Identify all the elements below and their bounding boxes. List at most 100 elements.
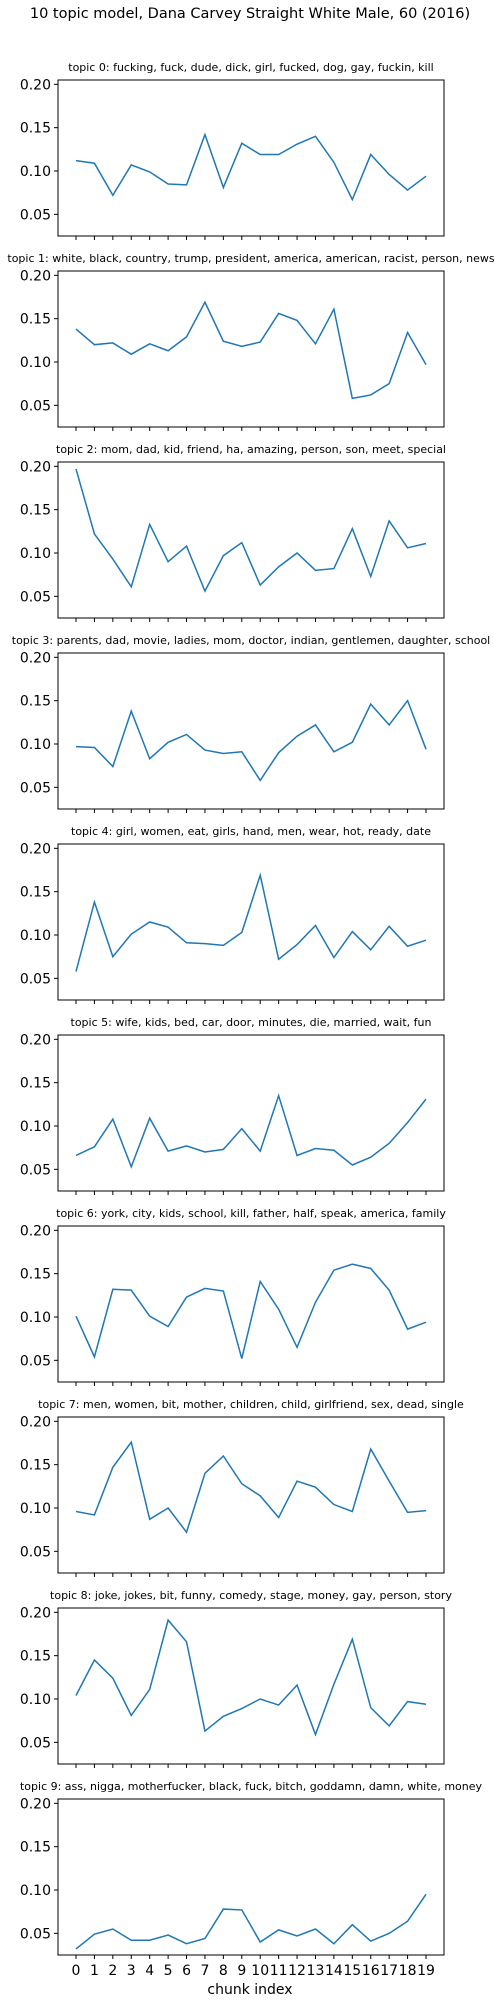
y-tick-label: 0.20 [20,77,51,93]
x-tick-label: 12 [288,1963,306,1979]
axes-frame [57,79,445,237]
panel-title: topic 7: men, women, bit, mother, childr… [38,1398,464,1411]
series-line [75,699,427,782]
x-tick-label: 18 [399,1963,417,1979]
axes-frame [57,1416,445,1574]
x-tick-label: 10 [251,1963,269,1979]
y-tick-label: 0.10 [20,737,51,753]
panel-title: topic 8: joke, jokes, bit, funny, comedy… [50,1589,452,1602]
x-tick-label: 3 [127,1963,136,1979]
y-tick-label: 0.20 [20,1796,51,1812]
y-tick-label: 0.20 [20,1414,51,1430]
y-tick-label: 0.15 [20,503,51,519]
y-tick-label: 0.05 [20,780,51,796]
topic-panel: topic 6: york, city, kids, school, kill,… [20,1207,446,1386]
y-tick-label: 0.20 [20,1605,51,1621]
y-tick-label: 0.10 [20,546,51,562]
x-tick-label: 5 [164,1963,173,1979]
x-tick-label: 9 [237,1963,246,1979]
x-tick-label: 19 [417,1963,435,1979]
y-tick-label: 0.20 [20,268,51,284]
axes-frame [57,1225,445,1383]
y-tick-label: 0.20 [20,650,51,666]
topic-panel: topic 8: joke, jokes, bit, funny, comedy… [20,1589,452,1768]
topic-panel: topic 4: girl, women, eat, girls, hand, … [20,825,445,1004]
series-line [75,132,427,202]
y-tick-label: 0.15 [20,312,51,328]
topic-panel: topic 0: fucking, fuck, dude, dick, girl… [20,61,445,240]
panel-title: topic 6: york, city, kids, school, kill,… [56,1207,446,1220]
series-line [75,1093,427,1169]
topic-panel: topic 5: wife, kids, bed, car, door, min… [20,1016,445,1195]
y-tick-label: 0.05 [20,1735,51,1751]
y-tick-label: 0.05 [20,1926,51,1942]
topic-panel: topic 9: ass, nigga, motherfucker, black… [20,1780,483,1959]
chart-title: 10 topic model, Dana Carvey Straight Whi… [30,6,470,22]
x-tick-label: 7 [200,1963,209,1979]
y-tick-label: 0.15 [20,885,51,901]
x-tick-label: 11 [270,1963,288,1979]
y-tick-label: 0.05 [20,971,51,987]
series-line [75,468,427,593]
y-tick-label: 0.10 [20,1692,51,1708]
axes-frame [57,461,445,619]
x-axis-label: chunk index [207,1982,292,1998]
y-tick-label: 0.20 [20,459,51,475]
axes-frame [57,1607,445,1765]
y-tick-label: 0.05 [20,589,51,605]
x-tick-label: 4 [145,1963,154,1979]
y-tick-label: 0.10 [20,355,51,371]
x-tick-label: 17 [380,1963,398,1979]
x-tick-label: 6 [182,1963,191,1979]
series-line [75,1263,427,1360]
y-tick-label: 0.15 [20,1076,51,1092]
topic-panel: topic 2: mom, dad, kid, friend, ha, amaz… [20,443,446,622]
axes-frame [57,1798,445,1956]
topic-panel: topic 1: white, black, country, trump, p… [7,252,495,431]
series-line [75,872,427,972]
y-tick-label: 0.15 [20,121,51,137]
topic-panel: topic 3: parents, dad, movie, ladies, mo… [12,634,490,813]
y-tick-label: 0.10 [20,1119,51,1135]
x-tick-label: 15 [343,1963,361,1979]
y-tick-label: 0.15 [20,694,51,710]
series-line [75,1440,427,1534]
panels-group: topic 0: fucking, fuck, dude, dick, girl… [7,61,494,1979]
y-tick-label: 0.15 [20,1267,51,1283]
y-tick-label: 0.10 [20,164,51,180]
y-tick-label: 0.20 [20,1032,51,1048]
y-tick-label: 0.15 [20,1649,51,1665]
series-line [75,300,427,400]
panel-title: topic 9: ass, nigga, motherfucker, black… [20,1780,483,1793]
axes-frame [57,652,445,810]
axes-frame [57,1034,445,1192]
y-tick-label: 0.10 [20,928,51,944]
x-tick-label: 16 [362,1963,380,1979]
y-tick-label: 0.15 [20,1840,51,1856]
x-tick-label: 1 [90,1963,99,1979]
x-tick-label: 8 [219,1963,228,1979]
y-tick-label: 0.10 [20,1501,51,1517]
panel-title: topic 0: fucking, fuck, dude, dick, girl… [68,61,433,74]
panel-title: topic 5: wife, kids, bed, car, door, min… [71,1016,432,1029]
x-tick-label: 2 [108,1963,117,1979]
y-tick-label: 0.05 [20,1353,51,1369]
y-tick-label: 0.05 [20,207,51,223]
x-tick-label: 14 [325,1963,343,1979]
y-tick-label: 0.10 [20,1883,51,1899]
y-tick-label: 0.05 [20,398,51,414]
axes-frame [57,270,445,428]
panel-title: topic 4: girl, women, eat, girls, hand, … [71,825,431,838]
y-tick-label: 0.20 [20,841,51,857]
y-tick-label: 0.05 [20,1544,51,1560]
panel-title: topic 1: white, black, country, trump, p… [7,252,494,265]
panel-title: topic 2: mom, dad, kid, friend, ha, amaz… [56,443,446,456]
topic-panel: topic 7: men, women, bit, mother, childr… [20,1398,464,1577]
x-tick-label: 0 [72,1963,81,1979]
y-tick-label: 0.15 [20,1458,51,1474]
series-line [75,1893,427,1950]
y-tick-label: 0.20 [20,1223,51,1239]
series-line [75,1618,427,1737]
panel-title: topic 3: parents, dad, movie, ladies, mo… [12,634,490,647]
